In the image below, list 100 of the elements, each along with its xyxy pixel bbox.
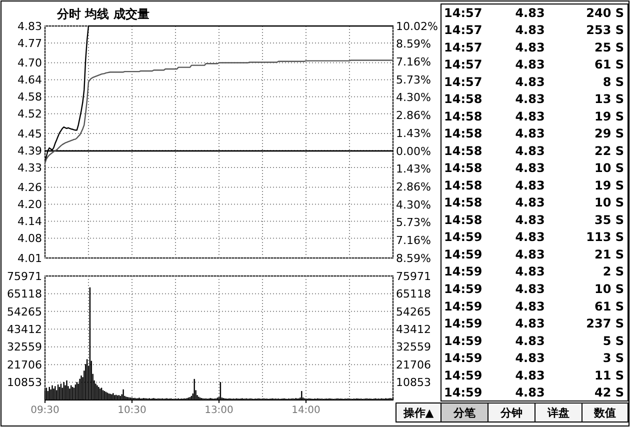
y-tick-label: 10853	[7, 376, 42, 390]
category-label: 分钟	[500, 406, 522, 420]
text: 13 S	[594, 92, 624, 106]
y-tick-label: 4.77	[18, 36, 42, 50]
text: 61 S	[594, 299, 624, 314]
y-tick-label: 4.45	[18, 127, 42, 140]
y-tick-label: 4.14	[18, 215, 42, 228]
text: 4.83	[515, 247, 545, 262]
y2-tick-label: 7.16%	[396, 234, 431, 248]
y-tick-label: 21706	[7, 358, 42, 372]
text: 10 S	[594, 161, 624, 176]
y-tick-label: 4.83	[18, 20, 42, 33]
text: 21 S	[594, 247, 624, 262]
y-tick-label: 4.52	[18, 108, 42, 121]
text: 4.83	[515, 230, 545, 244]
y2-tick-label: 5.73%	[396, 216, 431, 230]
text: 25 S	[594, 40, 624, 54]
text: 8 S	[602, 74, 624, 89]
y2-tick-label: 65118	[396, 288, 431, 301]
text: 4.83	[515, 196, 545, 210]
y-tick-label: 54265	[7, 305, 42, 318]
text: 113 S	[586, 230, 624, 244]
category-label: 详盘	[546, 406, 570, 420]
text: 61 S	[594, 58, 624, 72]
text: 35 S	[594, 212, 624, 227]
text: 29 S	[594, 126, 624, 141]
text: 14:57	[444, 74, 482, 89]
text: 4.83	[515, 351, 545, 366]
y-tick-label: 4.39	[18, 144, 42, 158]
x-tick-label: 14:00	[292, 405, 320, 416]
y-tick-label: 4.70	[18, 56, 42, 70]
text: 14:57	[444, 40, 482, 54]
x-tick-label: 13:00	[204, 405, 234, 416]
text: 4.83	[515, 264, 545, 279]
y2-tick-label: 2.86%	[396, 109, 431, 122]
y2-tick-label: 1.43%	[396, 162, 431, 176]
y2-tick-label: 75971	[396, 270, 431, 283]
text: 14:58	[444, 212, 482, 227]
line-series	[44, 60, 394, 164]
y-tick-label: 32559	[7, 340, 42, 354]
text: 14:58	[444, 196, 482, 210]
text: 14:59	[444, 230, 482, 244]
chart-title: 分时 均线 成交量	[56, 7, 150, 21]
y2-tick-label: 1.43%	[396, 126, 431, 140]
text: 4.83	[515, 386, 545, 400]
text: 4.83	[515, 161, 545, 176]
y2-tick-label: 5.73%	[396, 73, 431, 86]
text: 42 S	[594, 386, 624, 400]
text: 2 S	[602, 264, 624, 279]
text: 11 S	[594, 368, 624, 382]
y2-tick-label: 10.02%	[396, 20, 438, 33]
text: 14:59	[444, 334, 482, 348]
y2-tick-label: 10853	[396, 376, 431, 390]
text: 4.83	[515, 144, 545, 158]
text: 5 S	[602, 334, 624, 348]
text: 19 S	[594, 178, 624, 192]
y2-tick-label: 4.30%	[396, 91, 431, 104]
y-tick-label: 75971	[7, 270, 42, 283]
y2-tick-label: 2.86%	[396, 180, 431, 194]
category-label: 分笔	[452, 406, 476, 420]
y-tick-label: 43412	[7, 322, 42, 336]
y-tick-label: 4.01	[18, 252, 42, 265]
text: 4.83	[515, 109, 545, 124]
text: 14:59	[444, 247, 482, 262]
x-tick-label: 10:30	[118, 405, 146, 416]
y2-tick-label: 4.30%	[396, 198, 431, 212]
text: 4.83	[515, 212, 545, 227]
text: 237 S	[586, 316, 624, 331]
text: 4.83	[515, 92, 545, 106]
y2-tick-label: 54265	[396, 305, 431, 318]
y-tick-label: 4.64	[18, 74, 42, 87]
text: 14:58	[444, 178, 482, 192]
text: 4.83	[515, 316, 545, 331]
text: 4.83	[515, 126, 545, 141]
text: 14:57	[444, 6, 482, 20]
y-tick-label: 65118	[7, 288, 42, 301]
text: 4.83	[515, 6, 545, 20]
text: 4.83	[515, 178, 545, 192]
y2-tick-label: 7.16%	[396, 56, 431, 69]
text: 10 S	[594, 282, 624, 296]
category-label: 数值	[593, 406, 616, 420]
category-label: 操作▲	[402, 406, 434, 420]
text: 4.83	[515, 23, 545, 38]
text: 14:59	[444, 351, 482, 366]
y2-tick-label: 8.59%	[396, 38, 431, 51]
text: 4.83	[515, 282, 545, 296]
text: 14:59	[444, 299, 482, 314]
text: 22 S	[594, 144, 624, 158]
text: 14:57	[444, 58, 482, 72]
text: 14:57	[444, 23, 482, 38]
text: 4.83	[515, 40, 545, 54]
y2-tick-label: 8.59%	[396, 252, 431, 265]
text: 4.83	[515, 58, 545, 72]
text: 14:59	[444, 264, 482, 279]
y-tick-label: 4.58	[18, 90, 42, 104]
y-tick-label: 4.08	[18, 232, 42, 246]
text: 4.83	[515, 368, 545, 382]
x-tick-label: 09:30	[30, 405, 60, 416]
text: 4.83	[515, 334, 545, 348]
text: 14:58	[444, 161, 482, 176]
